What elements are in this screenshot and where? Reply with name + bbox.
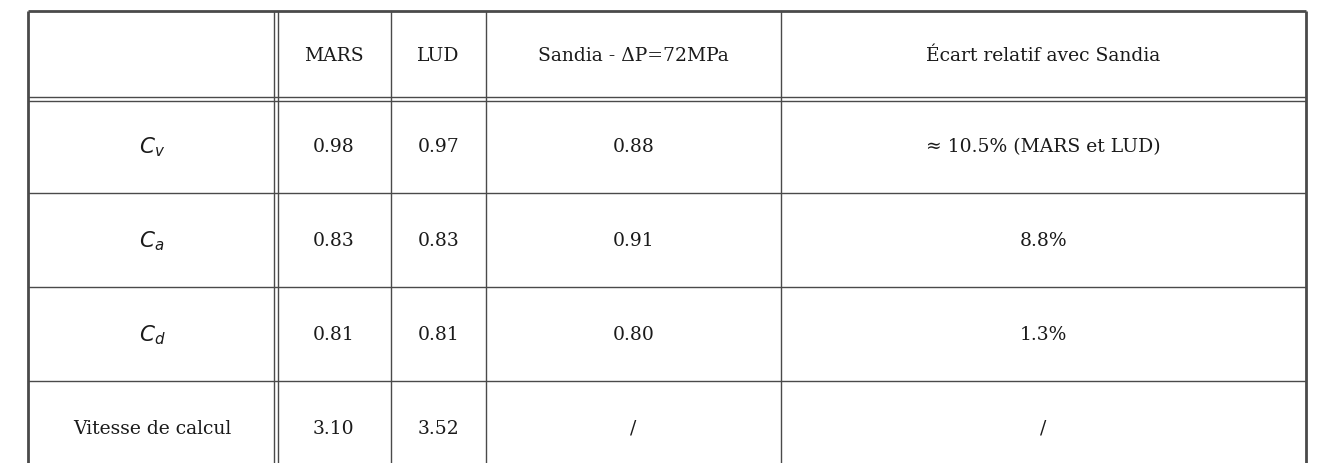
Text: 0.98: 0.98 xyxy=(312,138,354,156)
Text: 0.80: 0.80 xyxy=(613,325,654,343)
Text: $C_{v}$: $C_{v}$ xyxy=(139,135,166,158)
Text: 8.8%: 8.8% xyxy=(1020,232,1067,250)
Text: 1.3%: 1.3% xyxy=(1020,325,1067,343)
Text: 0.91: 0.91 xyxy=(613,232,654,250)
Text: 0.88: 0.88 xyxy=(613,138,654,156)
Text: MARS: MARS xyxy=(303,47,363,65)
Text: 0.83: 0.83 xyxy=(418,232,459,250)
Text: Vitesse de calcul: Vitesse de calcul xyxy=(73,419,231,437)
Text: LUD: LUD xyxy=(418,47,459,65)
Text: 0.81: 0.81 xyxy=(312,325,354,343)
Text: $C_{a}$: $C_{a}$ xyxy=(139,229,164,252)
Text: 3.52: 3.52 xyxy=(418,419,459,437)
Text: 0.81: 0.81 xyxy=(418,325,459,343)
Text: /: / xyxy=(630,419,637,437)
Text: 3.10: 3.10 xyxy=(312,419,354,437)
Text: Sandia - ΔP=72MPa: Sandia - ΔP=72MPa xyxy=(538,47,729,65)
Text: ≈ 10.5% (MARS et LUD): ≈ 10.5% (MARS et LUD) xyxy=(926,138,1161,156)
Text: Écart relatif avec Sandia: Écart relatif avec Sandia xyxy=(926,47,1160,65)
Text: /: / xyxy=(1040,419,1047,437)
Text: 0.97: 0.97 xyxy=(418,138,459,156)
Text: $C_{d}$: $C_{d}$ xyxy=(139,323,166,346)
Text: 0.83: 0.83 xyxy=(312,232,354,250)
